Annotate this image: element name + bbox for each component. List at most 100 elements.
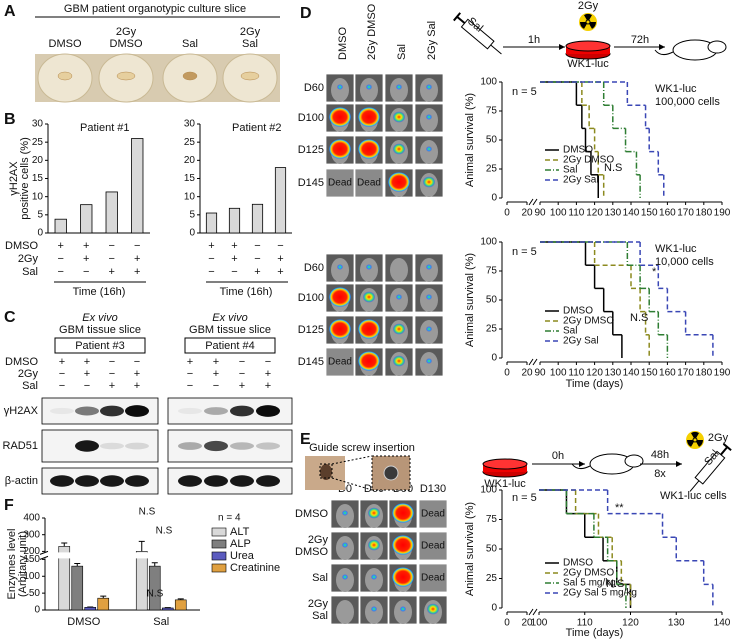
error-bar xyxy=(177,598,184,600)
x-tick-label: 190 xyxy=(714,368,731,379)
break-mark xyxy=(39,550,49,560)
mouse-head xyxy=(420,352,438,376)
blot-band xyxy=(256,475,280,487)
imaging-cell xyxy=(325,168,355,198)
signal xyxy=(388,172,410,192)
x-tick-label: 90 xyxy=(534,208,546,219)
group-title: Ex vivo xyxy=(82,312,117,324)
bar xyxy=(205,212,218,234)
annotation: WK1-luc cells xyxy=(660,490,727,502)
radiation-blade xyxy=(695,440,703,447)
zoom-line xyxy=(331,477,373,491)
break-mark xyxy=(528,608,538,616)
blot-band xyxy=(178,442,202,450)
y-tick-label: 30 xyxy=(184,119,196,130)
error-bar xyxy=(100,595,107,599)
time-label: 48h xyxy=(651,449,669,461)
legend-label: 2Gy Sal xyxy=(563,336,599,347)
legend-label: Sal 5 mg/kg xyxy=(563,578,616,589)
blot-band xyxy=(178,475,202,487)
syringe xyxy=(453,12,502,55)
condition-sign: − xyxy=(109,368,115,380)
condition-sign: − xyxy=(59,380,65,392)
bar xyxy=(97,597,110,611)
condition-label: 2Gy xyxy=(18,368,39,380)
x-tick-label: 120 xyxy=(586,368,603,379)
condition-sign: − xyxy=(239,356,245,368)
legend-label: Creatinine xyxy=(230,562,280,574)
column-label: Sal xyxy=(396,44,408,60)
condition-sign: − xyxy=(83,266,89,278)
bar xyxy=(251,203,264,234)
y-axis-label: γH2AX xyxy=(8,161,20,196)
repeat-label: 8x xyxy=(654,468,666,480)
y-tick-label: 50 xyxy=(486,295,498,306)
row-label: D125 xyxy=(298,324,324,336)
syringe-needle xyxy=(689,480,700,492)
y-tick-label: 0 xyxy=(34,605,40,616)
patient-box xyxy=(184,337,276,354)
x-tick-label: 140 xyxy=(623,208,640,219)
mouse-head xyxy=(624,454,644,468)
dose-label: 2Gy xyxy=(708,432,729,444)
signal xyxy=(337,84,343,90)
legend-swatch xyxy=(211,551,227,561)
y-tick-label: 75 xyxy=(486,514,498,525)
condition-sign: − xyxy=(58,253,64,265)
legend-swatch xyxy=(211,563,227,573)
signal xyxy=(329,139,351,159)
panel-letter: F xyxy=(4,497,14,514)
condition-sign: + xyxy=(83,240,89,252)
row-label: D60 xyxy=(304,82,324,94)
x-tick-label: 140 xyxy=(714,618,731,629)
condition-sign: − xyxy=(277,240,283,252)
x-tick-label: 160 xyxy=(659,368,676,379)
signal xyxy=(426,326,432,332)
condition-sign: + xyxy=(84,356,90,368)
signal xyxy=(393,143,405,155)
signal xyxy=(392,535,414,555)
signal xyxy=(393,111,405,123)
break-mark xyxy=(528,198,538,206)
bar xyxy=(80,204,93,234)
annotation: n = 5 xyxy=(512,246,537,258)
annotation: * xyxy=(652,266,657,278)
y-axis-label: (Arbitary unit) xyxy=(17,531,29,597)
legend-label: 2Gy DMSO xyxy=(563,155,614,166)
condition-sign: − xyxy=(213,380,219,392)
radiation-blade xyxy=(687,440,695,447)
y-tick-label: 15 xyxy=(184,173,196,184)
signal xyxy=(329,319,351,339)
legend-swatch xyxy=(211,539,227,549)
syringe xyxy=(689,443,732,492)
signal xyxy=(426,264,432,270)
column-label: 2Gy xyxy=(240,26,261,38)
time-label: 1h xyxy=(528,34,540,46)
imaging-cell xyxy=(418,531,448,561)
x-tick-label: 100 xyxy=(550,208,567,219)
row-label: Sal xyxy=(312,572,328,584)
y-tick-label: 100 xyxy=(480,485,497,496)
signal xyxy=(329,287,351,307)
condition-sign: + xyxy=(231,240,237,252)
condition-sign: − xyxy=(208,253,214,265)
condition-sign: + xyxy=(58,240,64,252)
mouse-head xyxy=(336,600,354,624)
mouse-head xyxy=(420,140,438,164)
signal xyxy=(363,291,375,303)
bar xyxy=(161,607,174,611)
x-tick-label: 140 xyxy=(623,368,640,379)
mouse-head xyxy=(336,568,354,592)
x-tick-label: 0 xyxy=(504,368,510,379)
annotation: N.S xyxy=(139,507,156,518)
column-label: DMSO xyxy=(49,38,82,50)
signal xyxy=(423,176,435,188)
signal xyxy=(358,139,380,159)
signal xyxy=(393,323,405,335)
signal xyxy=(368,507,380,519)
y-tick-label: 5 xyxy=(37,209,43,220)
legend-label: Urea xyxy=(230,550,255,562)
signal xyxy=(358,107,380,127)
mouse-head xyxy=(390,258,408,282)
bar xyxy=(84,607,97,611)
